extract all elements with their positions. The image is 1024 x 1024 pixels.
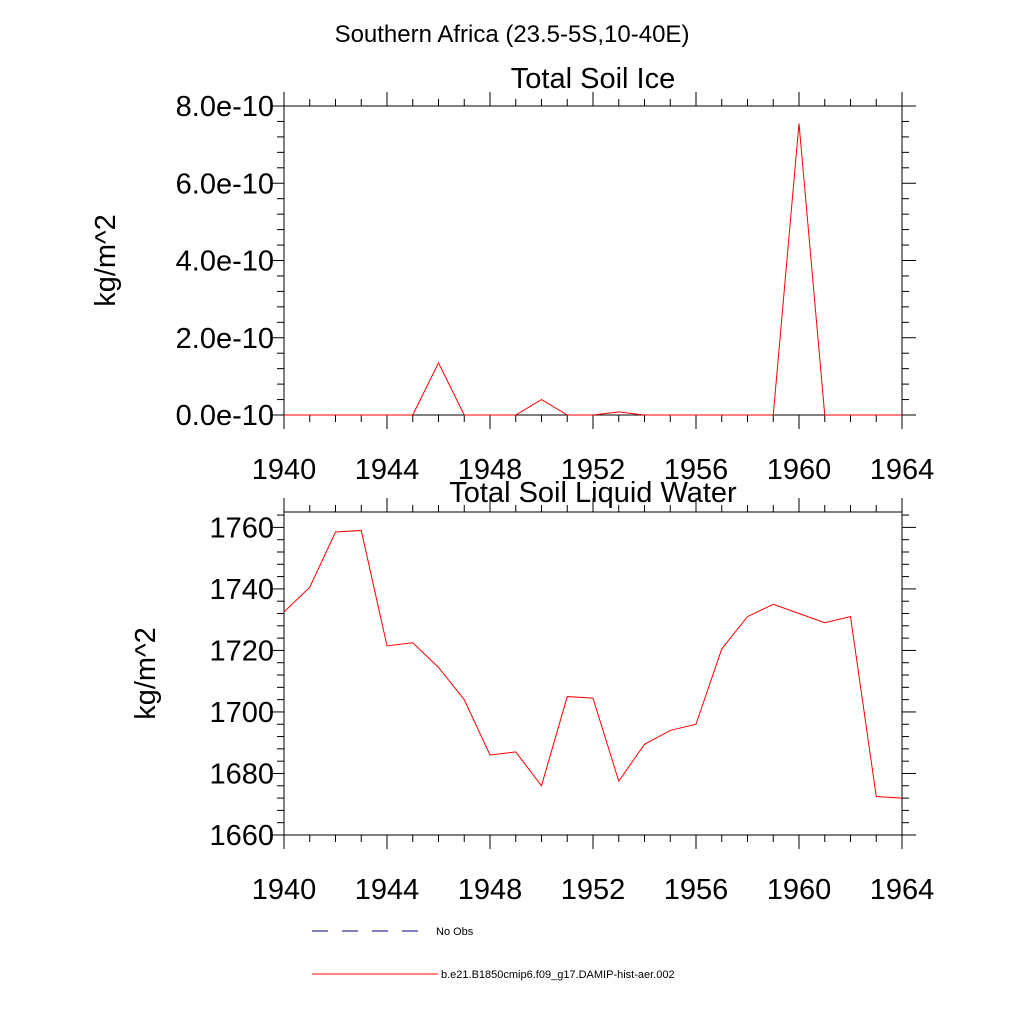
soil-liquid-water-xtick-label: 1952 [561, 874, 626, 906]
soil-ice-xtick-label: 1948 [458, 454, 523, 486]
legend-no-obs-label: No Obs [436, 926, 474, 938]
soil-liquid-water-xtick-label: 1940 [252, 874, 317, 906]
soil-ice-panel: Total Soil Ice kg/m^2 1940 1944 1948 1952 1956… [90, 63, 934, 486]
soil-ice-ytick-label: 6.0e-10 [176, 168, 274, 200]
soil-liquid-water-ytick-label: 1760 [209, 512, 274, 544]
figure-title: Southern Africa (23.5-5S,10-40E) [335, 21, 690, 48]
soil-ice-xtick-label: 1944 [355, 454, 420, 486]
soil-ice-ytick-label: 4.0e-10 [176, 246, 274, 278]
soil-ice-ytick-label: 8.0e-10 [176, 91, 274, 123]
soil-ice-xtick-label: 1952 [561, 454, 626, 486]
soil-liquid-water-ytick-label: 1720 [209, 635, 274, 667]
soil-ice-title: Total Soil Ice [511, 63, 675, 95]
soil-ice-ylabel: kg/m^2 [90, 214, 122, 307]
soil-liquid-water-series-line [283, 529, 903, 799]
soil-ice-xtick-label: 1964 [870, 454, 935, 486]
soil-liquid-water-xtick-label: 1956 [664, 874, 729, 906]
soil-ice-xtick-label: 1940 [252, 454, 317, 486]
soil-liquid-water-ytick-label: 1680 [209, 758, 274, 790]
soil-liquid-water-xtick-label: 1960 [767, 874, 832, 906]
legend: No Obs b.e21.B1850cmip6.f09_g17.DAMIP-hi… [312, 926, 675, 981]
soil-liquid-water-ytick-label: 1740 [209, 574, 274, 606]
soil-liquid-water-ytick-label: 1700 [209, 697, 274, 729]
soil-liquid-water-xtick-label: 1964 [870, 874, 935, 906]
soil-ice-xtick-label: 1956 [664, 454, 729, 486]
soil-ice-ytick-label: 2.0e-10 [176, 323, 274, 355]
soil-liquid-water-ylabel: kg/m^2 [130, 627, 162, 720]
soil-ice-xtick-label: 1960 [767, 454, 832, 486]
soil-liquid-water-ytick-label: 1660 [209, 820, 274, 852]
soil-liquid-water-xtick-label: 1948 [458, 874, 523, 906]
soil-ice-plot-frame [283, 105, 903, 416]
legend-model-label: b.e21.B1850cmip6.f09_g17.DAMIP-hist-aer.… [441, 969, 675, 981]
soil-liquid-water-plot-frame [283, 511, 903, 836]
soil-liquid-water-xtick-label: 1944 [355, 874, 420, 906]
soil-ice-ytick-label: 0.0e-10 [176, 400, 274, 432]
soil-ice-series-line [284, 123, 902, 416]
